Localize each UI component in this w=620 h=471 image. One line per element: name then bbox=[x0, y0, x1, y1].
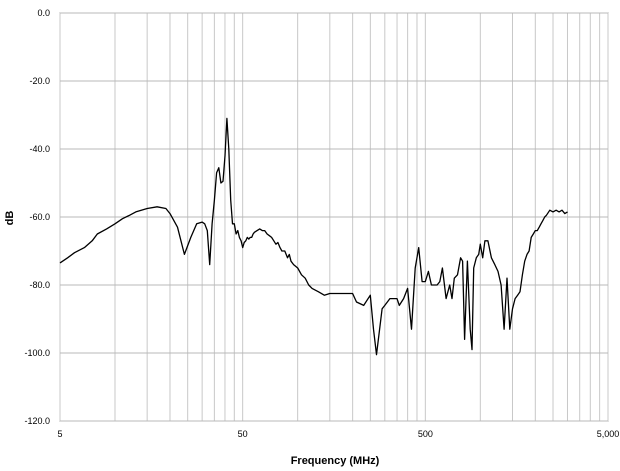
y-tick-label: -20.0 bbox=[29, 76, 50, 86]
y-tick-label: -100.0 bbox=[24, 348, 50, 358]
x-axis-title: Frequency (MHz) bbox=[291, 455, 380, 467]
x-tick-label: 5,000 bbox=[597, 429, 620, 439]
x-tick-label: 50 bbox=[238, 429, 248, 439]
chart-grid bbox=[59, 12, 609, 422]
y-tick-label: -60.0 bbox=[29, 212, 50, 222]
x-tick-label: 5 bbox=[57, 429, 62, 439]
y-tick-label: 0.0 bbox=[37, 8, 50, 18]
y-axis-ticks: 0.0 -20.0 -40.0 -60.0 -80.0 -100.0 -120.0 bbox=[24, 8, 50, 426]
x-axis-ticks: 5 50 500 5,000 bbox=[57, 429, 619, 439]
y-tick-label: -40.0 bbox=[29, 144, 50, 154]
x-tick-label: 500 bbox=[418, 429, 433, 439]
series-group bbox=[59, 117, 568, 356]
series-line bbox=[59, 117, 568, 356]
y-tick-label: -80.0 bbox=[29, 280, 50, 290]
y-tick-label: -120.0 bbox=[24, 416, 50, 426]
y-axis-title: dB bbox=[4, 211, 16, 226]
